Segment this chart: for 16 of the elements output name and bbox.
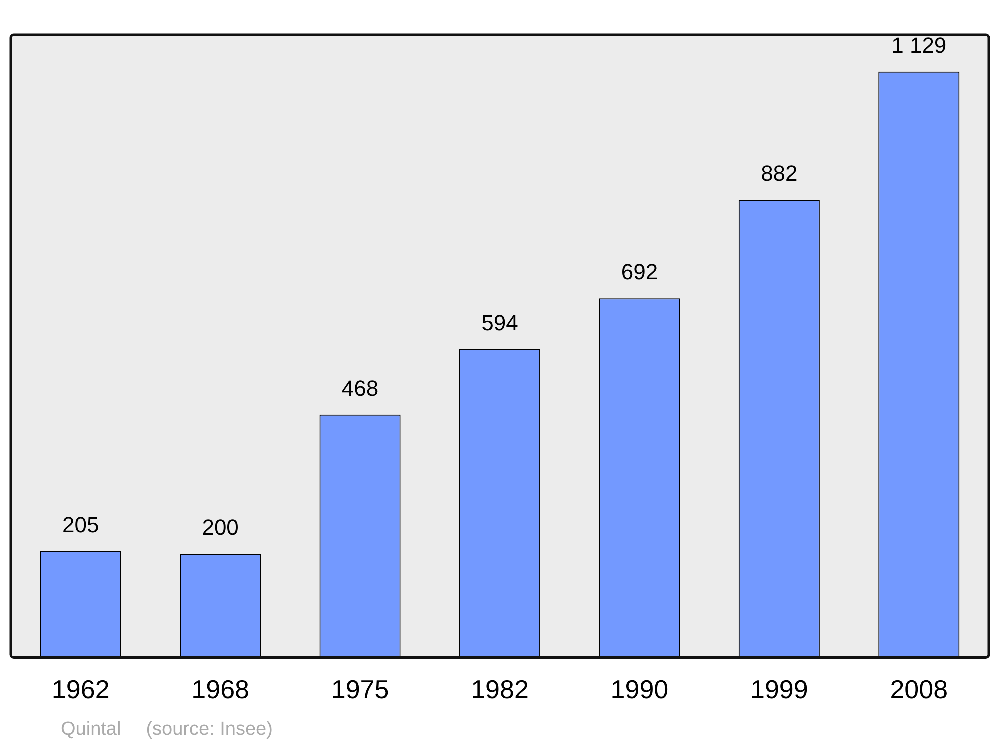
data-label: 1 129 xyxy=(892,32,947,58)
x-tick-label: 1990 xyxy=(610,674,669,705)
x-tick-label: 1968 xyxy=(192,674,250,705)
data-label: 594 xyxy=(482,310,518,336)
data-label: 205 xyxy=(62,512,100,538)
data-label: 882 xyxy=(761,161,798,186)
x-tick-label: 1982 xyxy=(471,674,529,705)
x-tick-label: 2008 xyxy=(890,674,948,705)
x-tick-label: 1999 xyxy=(750,674,808,705)
x-tick-label: 1975 xyxy=(331,674,390,705)
data-label: 692 xyxy=(621,260,658,285)
data-label: 200 xyxy=(202,515,239,540)
data-label: 468 xyxy=(342,376,379,401)
text: Quintal xyxy=(61,719,122,740)
x-tick-label: 1962 xyxy=(52,674,110,705)
text: (source: Insee) xyxy=(146,719,273,740)
